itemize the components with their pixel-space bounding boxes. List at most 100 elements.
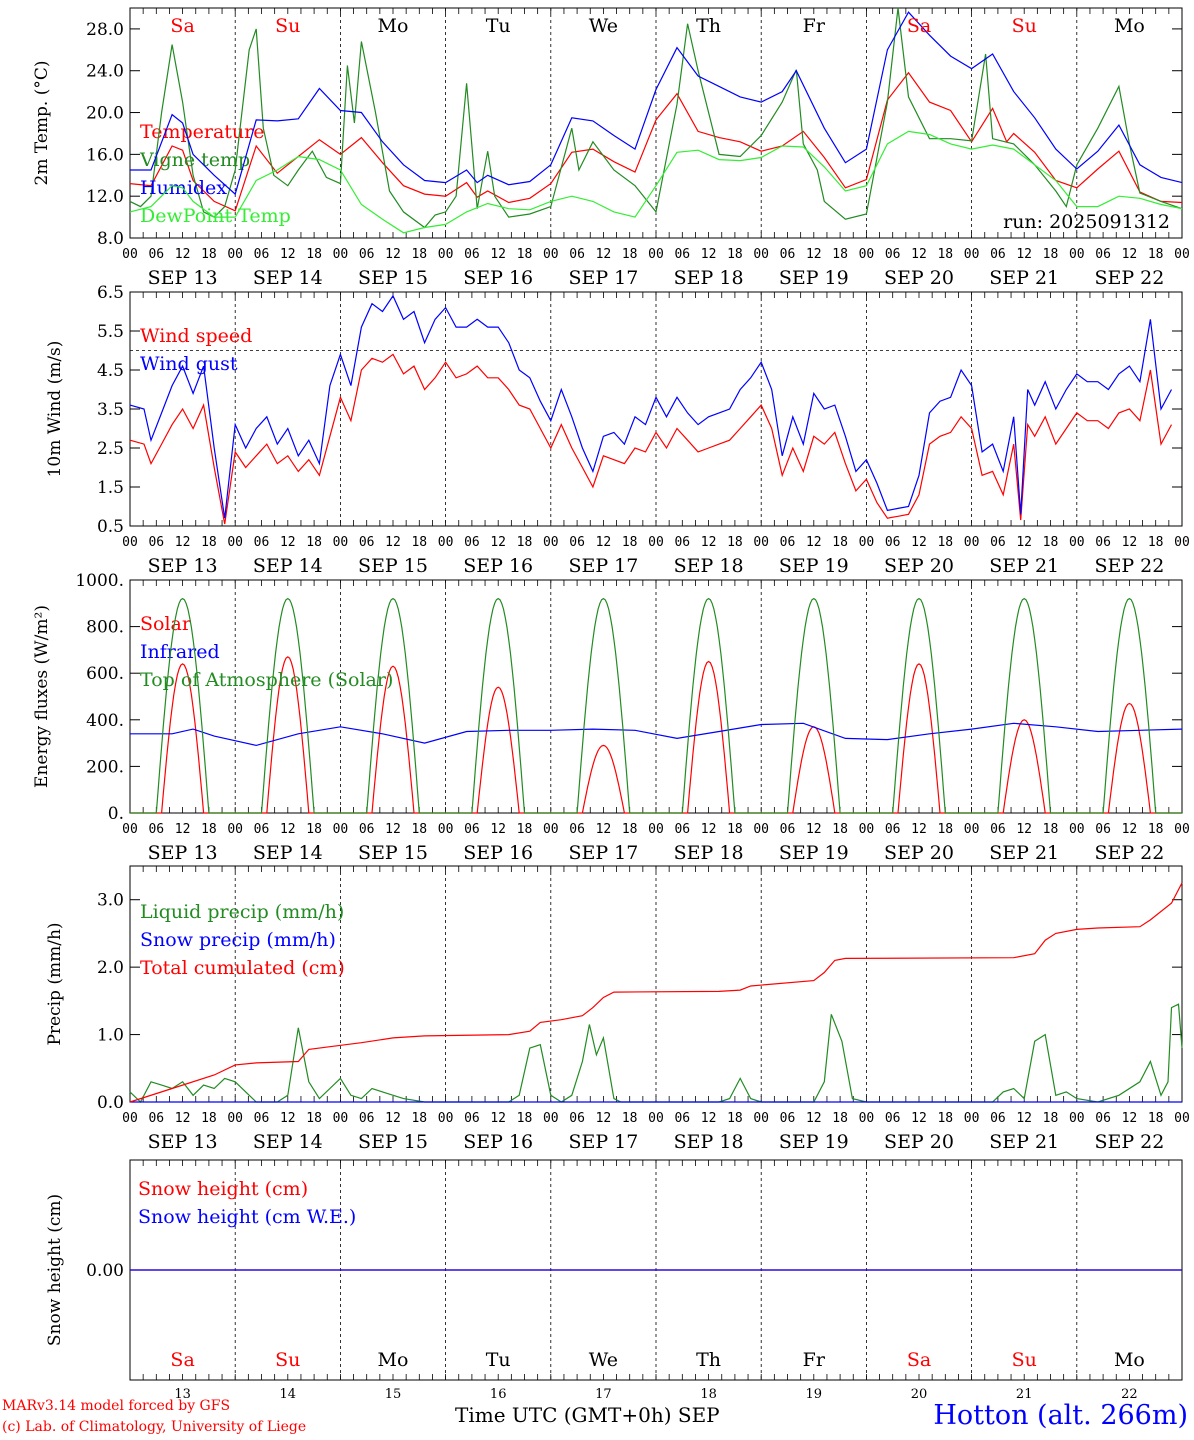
hour-label: 00	[964, 1111, 980, 1126]
series-line-1-2	[129, 7, 1183, 229]
hour-label: 06	[148, 1111, 164, 1126]
hour-label: 18	[1148, 1111, 1164, 1126]
weekday-label: Sa	[907, 15, 931, 37]
credit-model: MARv3.14 model forced by GFS	[2, 1398, 231, 1414]
hour-label: 12	[280, 247, 296, 262]
y-tick-label: 6.5	[97, 283, 124, 303]
weekday-label: Su	[275, 15, 300, 37]
hour-label: 18	[727, 247, 743, 262]
legend-entry: Vigne temp	[139, 149, 250, 171]
series-line-1-3	[130, 11, 1183, 196]
hour-label: 18	[1043, 1111, 1059, 1126]
hour-label: 12	[1122, 535, 1138, 550]
date-label: SEP 20	[884, 555, 954, 577]
y-tick-label: 3.5	[97, 400, 124, 420]
hour-label: 12	[701, 822, 717, 837]
hour-label: 00	[333, 535, 349, 550]
hour-label: 00	[753, 822, 769, 837]
hour-label: 12	[701, 535, 717, 550]
weekday-label: Fr	[803, 15, 826, 37]
hour-label: 06	[464, 822, 480, 837]
hour-label: 06	[254, 247, 270, 262]
date-label: SEP 21	[989, 555, 1059, 577]
hour-label: 06	[990, 535, 1006, 550]
hour-label: 00	[859, 535, 875, 550]
hour-label: 18	[937, 247, 953, 262]
hour-label: 06	[464, 1111, 480, 1126]
hour-label: 12	[911, 247, 927, 262]
hour-label: 00	[648, 535, 664, 550]
hour-label: 06	[1095, 1111, 1111, 1126]
hour-label: 00	[1069, 247, 1085, 262]
hour-label: 12	[806, 535, 822, 550]
hour-label: 06	[359, 1111, 375, 1126]
x-axis-month: SEP	[677, 1403, 720, 1427]
hour-label: 06	[359, 247, 375, 262]
date-label: SEP 19	[779, 267, 849, 289]
date-label: SEP 21	[989, 267, 1059, 289]
y-tick-label: 200.	[86, 757, 124, 777]
y-tick-label: 20.0	[86, 104, 124, 124]
hour-label: 00	[1174, 822, 1190, 837]
y-axis-label: Snow height (cm)	[45, 1194, 65, 1346]
hour-label: 12	[175, 1111, 191, 1126]
hour-label: 12	[490, 535, 506, 550]
hour-label: 00	[1174, 535, 1190, 550]
hour-label: 18	[622, 822, 638, 837]
hour-label: 12	[175, 822, 191, 837]
x-axis-title: Time UTC (GMT+0h) SEP	[455, 1403, 720, 1427]
date-label: SEP 18	[674, 842, 744, 864]
hour-label: 18	[1043, 247, 1059, 262]
hour-label: 00	[964, 822, 980, 837]
hour-label: 12	[596, 535, 612, 550]
hour-label: 12	[596, 822, 612, 837]
hour-label: 18	[517, 247, 533, 262]
hour-label: 12	[701, 1111, 717, 1126]
hour-label: 12	[280, 535, 296, 550]
hour-label: 18	[727, 822, 743, 837]
weekday-label: Mo	[1114, 15, 1145, 37]
weekday-label: Sa	[170, 1349, 194, 1371]
y-tick-label: 2.5	[97, 439, 124, 459]
hour-label: 18	[306, 1111, 322, 1126]
hour-label: 06	[990, 247, 1006, 262]
hour-label: 18	[1148, 822, 1164, 837]
hour-label: 18	[306, 822, 322, 837]
date-label: SEP 14	[253, 555, 323, 577]
hour-label: 12	[280, 1111, 296, 1126]
hour-label: 00	[122, 1111, 138, 1126]
hour-label: 18	[622, 1111, 638, 1126]
date-label: SEP 13	[148, 267, 218, 289]
date-label: SEP 14	[253, 842, 323, 864]
hour-label: 06	[569, 822, 585, 837]
hour-label: 18	[727, 1111, 743, 1126]
hour-label: 00	[753, 247, 769, 262]
hour-label: 18	[517, 822, 533, 837]
y-tick-label: 800.	[86, 618, 124, 638]
hour-label: 00	[227, 247, 243, 262]
date-label: SEP 20	[884, 842, 954, 864]
hour-label: 00	[964, 247, 980, 262]
hour-label: 00	[227, 535, 243, 550]
hour-label: 06	[885, 535, 901, 550]
y-tick-label: 8.0	[97, 229, 124, 249]
day-number-label: 20	[911, 1387, 928, 1402]
hour-label: 00	[438, 535, 454, 550]
hour-label: 06	[254, 1111, 270, 1126]
hour-label: 18	[411, 822, 427, 837]
date-label: SEP 18	[674, 555, 744, 577]
hour-label: 12	[385, 535, 401, 550]
y-tick-label: 24.0	[86, 62, 124, 82]
y-tick-label: 400.	[86, 711, 124, 731]
hour-label: 06	[674, 1111, 690, 1126]
panel-2: 0.5 1.5 2.5 3.5 4.5 5.5 6.5 10m Wind (m/s) Wind …	[45, 283, 1190, 577]
y-tick-label: 600.	[86, 664, 124, 684]
weekday-label: We	[589, 1349, 618, 1371]
hour-label: 06	[674, 535, 690, 550]
hour-label: 06	[674, 822, 690, 837]
date-label: SEP 20	[884, 267, 954, 289]
day-number-label: 14	[280, 1387, 297, 1402]
date-label: SEP 16	[463, 1131, 533, 1153]
y-tick-label: 16.0	[86, 145, 124, 165]
